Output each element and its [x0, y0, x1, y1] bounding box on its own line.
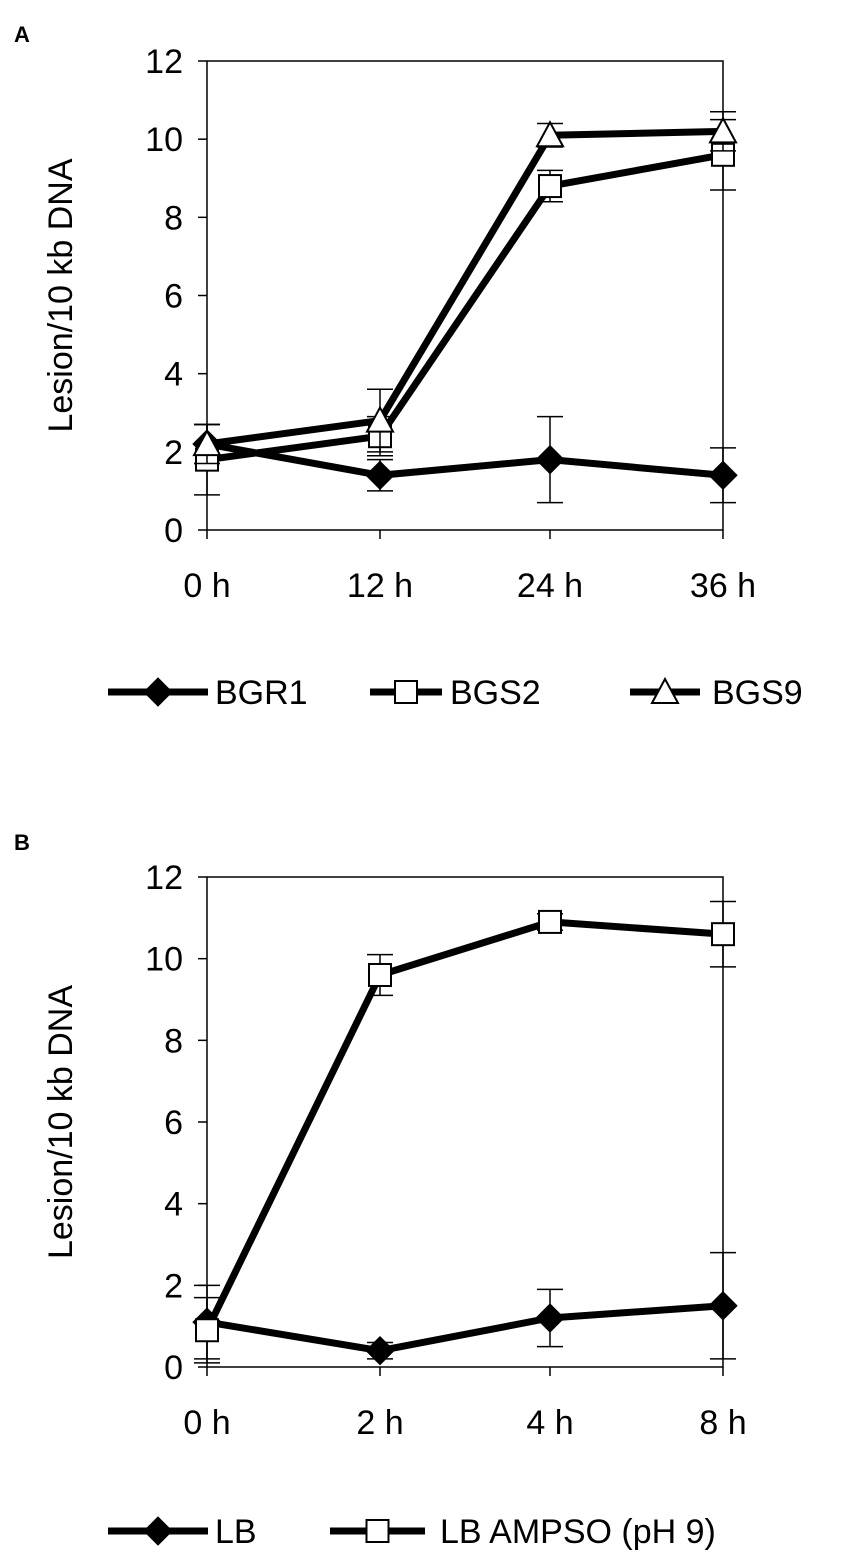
- x-tick-label: 8 h: [699, 1404, 746, 1442]
- y-tick-label: 6: [164, 1104, 183, 1142]
- y-tick-label: 6: [164, 278, 183, 316]
- data-point-marker: [708, 460, 738, 490]
- y-axis-title: Lesion/10 kb DNA: [42, 158, 80, 432]
- series-lb-ampso-ph-9-: [194, 900, 736, 1364]
- y-tick-label: 12: [145, 43, 183, 81]
- data-point-marker: [535, 120, 565, 148]
- y-tick-label: 0: [164, 512, 183, 550]
- chart-panel-a: 0 2 4 6 8 10 12 0 h 12 h 24 h 36 h Lesion/10 kb DNA…: [42, 43, 803, 712]
- panel-label-b: B: [14, 830, 30, 855]
- y-tick-label: 4: [164, 356, 183, 394]
- y-tick-label: 2: [164, 1267, 183, 1305]
- data-point-marker: [538, 174, 562, 199]
- data-point-marker: [192, 428, 222, 457]
- legend-marker: [143, 677, 173, 707]
- panel-label-a: A: [14, 22, 30, 47]
- data-point-marker: [365, 1335, 395, 1366]
- x-tick-label: 0 h: [183, 1404, 230, 1442]
- series-line: [203, 918, 724, 1332]
- y-tick-label: 2: [164, 434, 183, 472]
- data-point-marker: [195, 1318, 219, 1343]
- legend-marker: [143, 1516, 173, 1546]
- legend-marker: [394, 680, 418, 704]
- y-tick-label: 12: [145, 859, 183, 897]
- y-tick-label: 8: [164, 199, 183, 237]
- series-line: [206, 440, 724, 479]
- y-tick-label: 8: [164, 1022, 183, 1060]
- x-tick-label: 4 h: [526, 1404, 573, 1442]
- series-bgr1: [192, 415, 738, 504]
- data-point-marker: [538, 909, 562, 934]
- x-tick-label: 2 h: [356, 1404, 403, 1442]
- legend-label: BGS2: [450, 674, 541, 712]
- data-point-marker: [368, 963, 392, 987]
- data-point-marker: [711, 922, 735, 947]
- series-bgs2: [194, 118, 736, 496]
- x-tick-label: 12 h: [347, 567, 413, 605]
- series-line: [206, 151, 724, 464]
- data-point-marker: [535, 1303, 565, 1333]
- y-tick-label: 10: [145, 121, 183, 159]
- legend: BGR1 BGS2 BGS9: [108, 674, 803, 712]
- legend-label: LB AMPSO (pH 9): [440, 1513, 716, 1551]
- series-bgs9: [192, 111, 738, 465]
- y-tick-label: 4: [164, 1186, 183, 1224]
- series-lb: [192, 1251, 738, 1366]
- legend-marker: [365, 1519, 390, 1543]
- x-tick-label: 24 h: [517, 567, 583, 605]
- legend-label: LB: [215, 1513, 257, 1551]
- data-point-marker: [708, 116, 738, 144]
- series-line: [206, 1302, 724, 1355]
- data-point-marker: [535, 444, 565, 475]
- x-tick-label: 36 h: [690, 567, 756, 605]
- y-tick-label: 0: [164, 1349, 183, 1387]
- data-point-marker: [708, 1291, 738, 1321]
- legend-label: BGS9: [712, 674, 803, 712]
- legend-label: BGR1: [215, 674, 308, 712]
- y-axis-title: Lesion/10 kb DNA: [42, 985, 80, 1259]
- data-point-marker: [365, 405, 395, 433]
- x-tick-label: 0 h: [183, 567, 230, 605]
- data-point-marker: [365, 460, 395, 490]
- y-tick-label: 10: [145, 941, 183, 979]
- legend-marker: [650, 676, 680, 705]
- legend: LB LB AMPSO (pH 9): [108, 1513, 716, 1551]
- series-line: [206, 127, 724, 448]
